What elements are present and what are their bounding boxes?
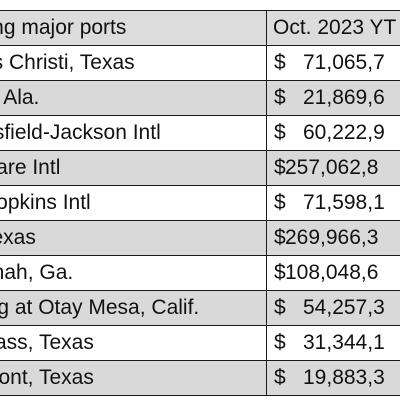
value-amount: 60,222,9 xyxy=(303,121,385,144)
currency-symbol: $ xyxy=(274,261,286,284)
value-amount: 31,344,1 xyxy=(303,331,385,354)
table-row: Texas $ 269,966,3 xyxy=(0,220,400,256)
port-cell[interactable]: Pass, Texas xyxy=(0,325,267,361)
value-cell[interactable]: $ 108,048,6 xyxy=(266,255,400,291)
port-cell[interactable]: mont, Texas xyxy=(0,360,267,396)
value-amount: 257,062,8 xyxy=(285,156,379,179)
port-cell[interactable]: nnah, Ga. xyxy=(0,255,267,291)
port-cell[interactable]: ing at Otay Mesa, Calif. xyxy=(0,290,267,326)
table-row: mont, Texas $ 19,883,3 xyxy=(0,360,400,396)
value-cell[interactable]: $ 71,598,1 xyxy=(266,185,400,221)
table-row: nnah, Ga. $ 108,048,6 xyxy=(0,255,400,291)
currency-symbol: $ xyxy=(274,191,286,214)
table-row: us Christi, Texas $ 71,065,7 xyxy=(0,45,400,81)
ports-table: ving major ports Oct. 2023 YT us Christi… xyxy=(0,10,400,396)
value-amount: 269,966,3 xyxy=(285,226,379,249)
table-row: Pass, Texas $ 31,344,1 xyxy=(0,325,400,361)
value-cell[interactable]: $ 269,966,3 xyxy=(266,220,400,256)
port-cell[interactable]: e, Ala. xyxy=(0,80,267,116)
value-cell[interactable]: $ 71,065,7 xyxy=(266,45,400,81)
currency-symbol: $ xyxy=(274,226,286,249)
value-amount: 54,257,3 xyxy=(303,296,385,319)
value-amount: 71,065,7 xyxy=(303,51,385,74)
table-row: Hopkins Intl $ 71,598,1 xyxy=(0,185,400,221)
value-amount: 71,598,1 xyxy=(303,191,385,214)
value-cell[interactable]: $ 60,222,9 xyxy=(266,115,400,151)
port-cell[interactable]: rtsfield-Jackson Intl xyxy=(0,115,267,151)
value-cell[interactable]: $ 31,344,1 xyxy=(266,325,400,361)
value-cell[interactable]: $ 21,869,6 xyxy=(266,80,400,116)
value-cell[interactable]: $ 19,883,3 xyxy=(266,360,400,396)
value-cell[interactable]: $ 54,257,3 xyxy=(266,290,400,326)
value-amount: 108,048,6 xyxy=(285,261,379,284)
table-row: rtsfield-Jackson Intl $ 60,222,9 xyxy=(0,115,400,151)
table-row: e, Ala. $ 21,869,6 xyxy=(0,80,400,116)
port-cell[interactable]: Hare Intl xyxy=(0,150,267,186)
currency-symbol: $ xyxy=(274,86,286,109)
currency-symbol: $ xyxy=(274,296,286,319)
currency-symbol: $ xyxy=(274,51,286,74)
header-port[interactable]: ving major ports xyxy=(0,10,267,46)
port-cell[interactable]: us Christi, Texas xyxy=(0,45,267,81)
currency-symbol: $ xyxy=(274,366,286,389)
value-cell[interactable]: $ 257,062,8 xyxy=(266,150,400,186)
table-row: ing at Otay Mesa, Calif. $ 54,257,3 xyxy=(0,290,400,326)
value-amount: 19,883,3 xyxy=(303,366,385,389)
value-amount: 21,869,6 xyxy=(303,86,385,109)
currency-symbol: $ xyxy=(274,156,286,179)
table-row: Hare Intl $ 257,062,8 xyxy=(0,150,400,186)
port-cell[interactable]: Hopkins Intl xyxy=(0,185,267,221)
header-row: ving major ports Oct. 2023 YT xyxy=(0,10,400,46)
currency-symbol: $ xyxy=(274,331,286,354)
port-cell[interactable]: Texas xyxy=(0,220,267,256)
header-value[interactable]: Oct. 2023 YT xyxy=(266,10,400,46)
currency-symbol: $ xyxy=(274,121,286,144)
